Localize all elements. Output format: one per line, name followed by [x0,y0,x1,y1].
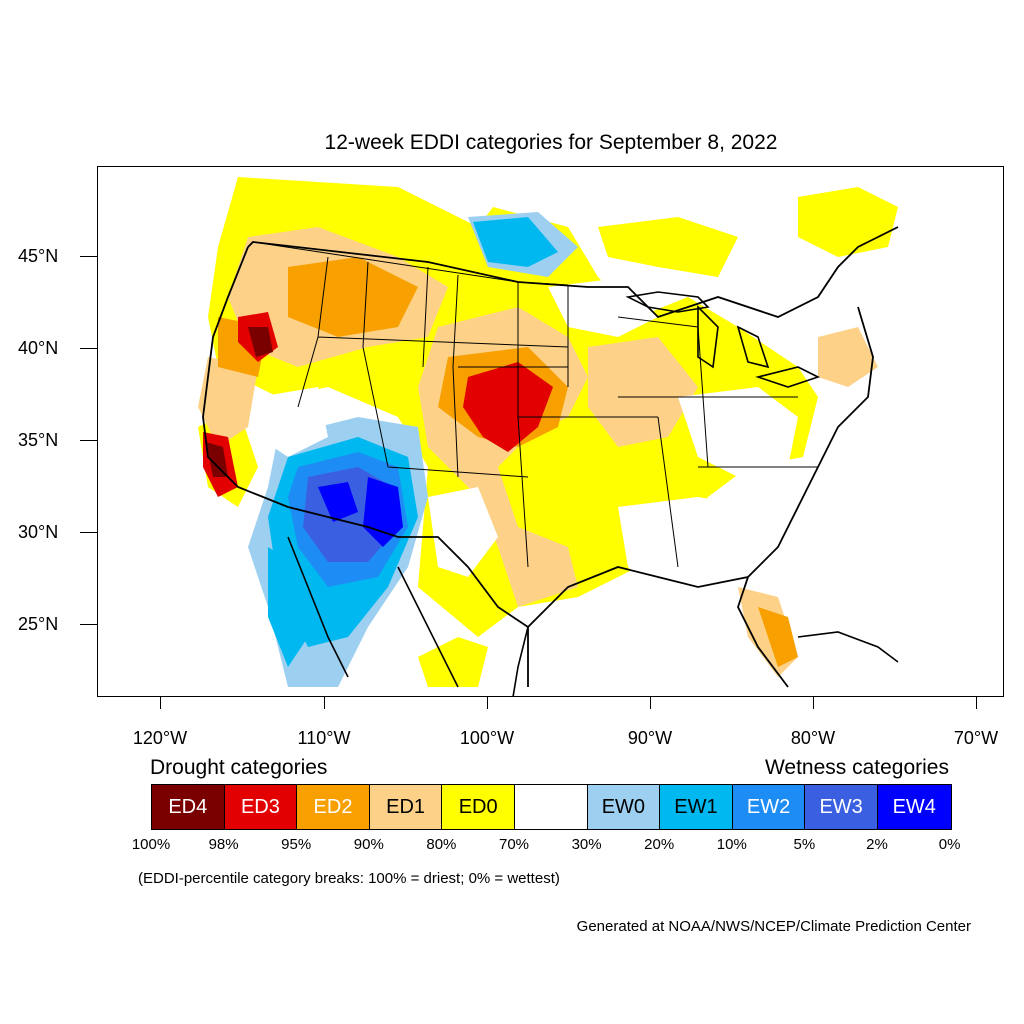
lon-tick-100 [487,697,488,709]
legend-swatch-ed4: ED4 [152,785,225,829]
mexico-coast [287,536,529,696]
ew1-region-north [473,217,558,267]
lat-tick-30 [80,532,97,533]
wetness-areas [248,212,578,687]
lon-label-110: 110°W [297,728,351,748]
ed3-region-plains [463,362,553,452]
legend-swatch-ew2: EW2 [732,785,806,829]
legend-swatch-ew3: EW3 [805,785,878,829]
ed0-region-ne2 [598,217,738,277]
percentile-label: 30% [571,836,602,853]
lon-tick-120 [160,697,161,709]
ew4-region-sw2 [318,482,358,522]
legend-swatch-ew0: EW0 [587,785,661,829]
lat-tick-25 [80,624,97,625]
lat-tick-35 [80,440,97,441]
percentile-label: 70% [498,836,530,853]
no-signal-texas-w [428,487,498,577]
category-legend: ED4 ED3 ED2 ED1 ED0 EW0 EW1 EW2 EW3 EW4 [151,784,952,830]
lon-tick-70 [976,697,977,709]
lat-label-25: 25°N [18,614,59,634]
map-title: 12-week EDDI categories for September 8,… [324,131,778,154]
no-signal-ohio [678,387,798,477]
percentile-label: 20% [644,836,675,853]
lat-label-35: 35°N [18,430,59,450]
legend-swatch-none [514,785,588,829]
percentile-label: 0% [938,836,961,853]
percentile-label: 100% [131,836,171,853]
lat-label-45: 45°N [18,246,59,266]
lon-label-100: 100°W [459,728,515,748]
ed2-region-fl [758,607,798,667]
lon-label-120: 120°W [132,728,188,748]
percentile-label: 10% [716,836,747,853]
drought-categories-heading: Drought categories [150,756,328,779]
ed4-region-or [248,327,273,357]
lon-label-70: 70°W [953,728,999,748]
legend-swatch-ed1: ED1 [369,785,443,829]
eddi-map [97,166,1004,697]
boundaries [202,226,899,696]
lat-tick-40 [80,348,97,349]
legend-swatch-ew1: EW1 [660,785,733,829]
ed1-region-ca [198,357,258,447]
ew1-region-baja [268,547,308,667]
percentile-label: 90% [353,836,384,853]
legend-swatch-ew4: EW4 [877,785,951,829]
ed1-region-mw [588,337,698,447]
legend-swatch-ed2: ED2 [297,785,370,829]
legend-swatch-ed0: ED0 [442,785,515,829]
no-signal-southeast [618,497,778,607]
us-outline [202,226,899,688]
lon-label-80: 80°W [790,728,836,748]
no-signal-nevada [258,387,328,457]
ed1-region-ne [818,327,878,387]
ed0-region-mex [418,637,488,687]
lat-label-40: 40°N [18,338,59,358]
category-note: (EDDI-percentile category breaks: 100% =… [138,870,560,887]
no-signal-northplains [548,277,658,337]
legend-swatch-ed3: ED3 [224,785,298,829]
percentile-label: 95% [281,836,312,853]
lon-label-90: 90°W [627,728,673,748]
state-lines [297,256,818,568]
lat-label-30: 30°N [18,522,59,542]
percentile-label: 80% [426,836,457,853]
ed0-region-ne [798,187,898,257]
credit-line: Generated at NOAA/NWS/NCEP/Climate Predi… [576,918,971,935]
percentile-label: 98% [208,836,239,853]
percentile-label: 2% [866,836,888,853]
lon-tick-90 [650,697,651,709]
lat-tick-45 [80,256,97,257]
lon-tick-80 [813,697,814,709]
great-lakes [625,291,821,388]
lon-tick-110 [324,697,325,709]
percentile-label: 5% [793,836,816,853]
ed4-region-ca [206,442,228,477]
wetness-categories-heading: Wetness categories [764,756,949,779]
cuba-coast [797,631,899,663]
